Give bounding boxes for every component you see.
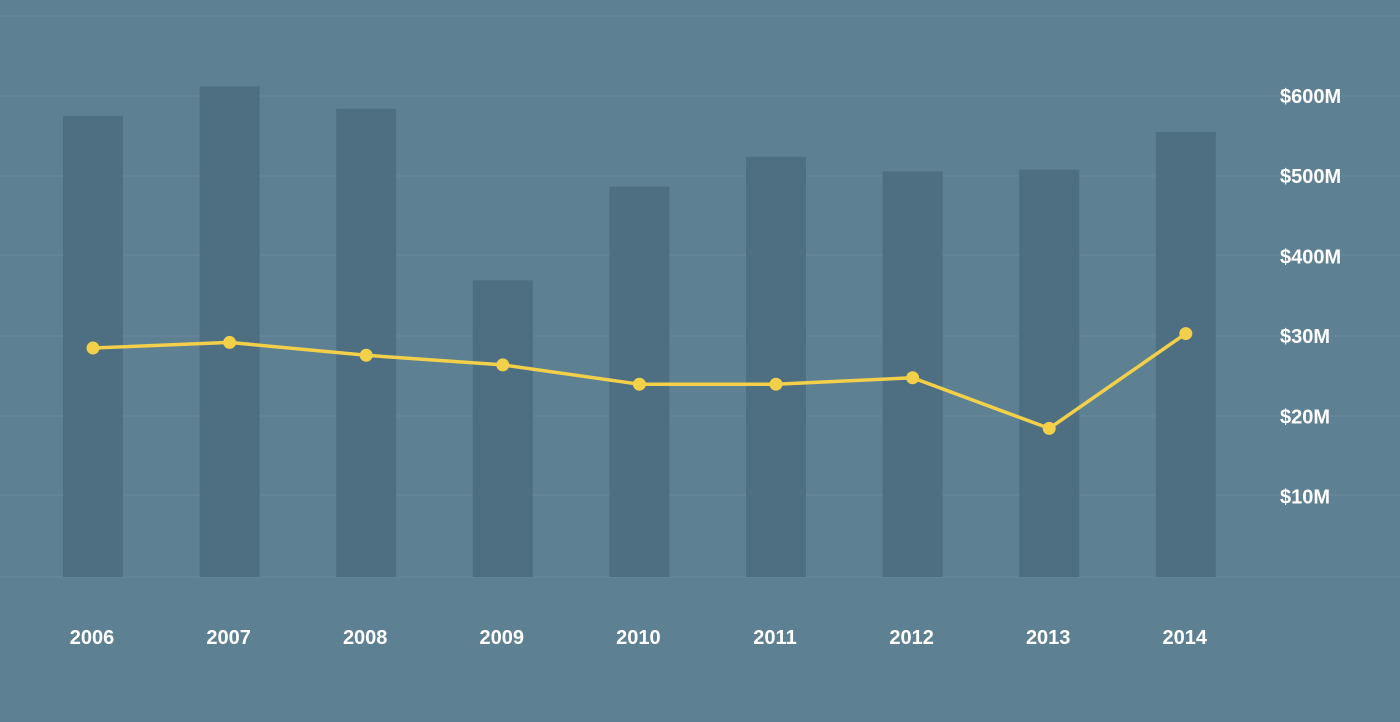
point-2012 bbox=[906, 371, 920, 385]
x-tick-label: 2010 bbox=[616, 627, 661, 649]
bar-2007 bbox=[199, 86, 260, 577]
x-tick-label: 2012 bbox=[889, 627, 934, 649]
line-series bbox=[86, 327, 1193, 435]
bar-2014 bbox=[1155, 132, 1216, 577]
bar-2013 bbox=[1019, 169, 1080, 577]
point-2008 bbox=[359, 348, 373, 362]
y-tick-label: $20M bbox=[1280, 406, 1330, 428]
y-tick-label: $400M bbox=[1280, 246, 1341, 268]
x-tick-label: 2007 bbox=[206, 627, 251, 649]
point-2009 bbox=[496, 358, 510, 372]
point-2013 bbox=[1042, 421, 1056, 435]
bars bbox=[63, 86, 1216, 578]
bar-2008 bbox=[336, 108, 397, 578]
bar-2009 bbox=[472, 280, 533, 577]
point-2010 bbox=[632, 377, 646, 391]
point-2011 bbox=[769, 377, 783, 391]
x-tick-label: 2013 bbox=[1026, 627, 1071, 649]
x-tick-label: 2008 bbox=[343, 627, 388, 649]
y-axis-ticks: $600M $500M $400M $30M $20M $10M bbox=[1280, 86, 1341, 509]
point-2014 bbox=[1179, 327, 1193, 341]
x-tick-label: 2006 bbox=[70, 627, 115, 649]
y-tick-label: $600M bbox=[1280, 86, 1341, 108]
x-tick-label: 2011 bbox=[753, 627, 796, 649]
y-tick-label: $10M bbox=[1280, 487, 1330, 509]
point-2007 bbox=[223, 335, 237, 349]
x-tick-label: 2014 bbox=[1163, 627, 1208, 649]
x-axis-ticks: 2006 2007 2008 2009 2010 2011 2012 2013 2014 bbox=[70, 627, 1208, 649]
y-tick-label: $30M bbox=[1280, 326, 1330, 348]
bar-2011 bbox=[746, 156, 806, 577]
x-tick-label: 2009 bbox=[480, 627, 525, 649]
y-tick-label: $500M bbox=[1280, 166, 1341, 188]
point-2006 bbox=[86, 341, 100, 355]
